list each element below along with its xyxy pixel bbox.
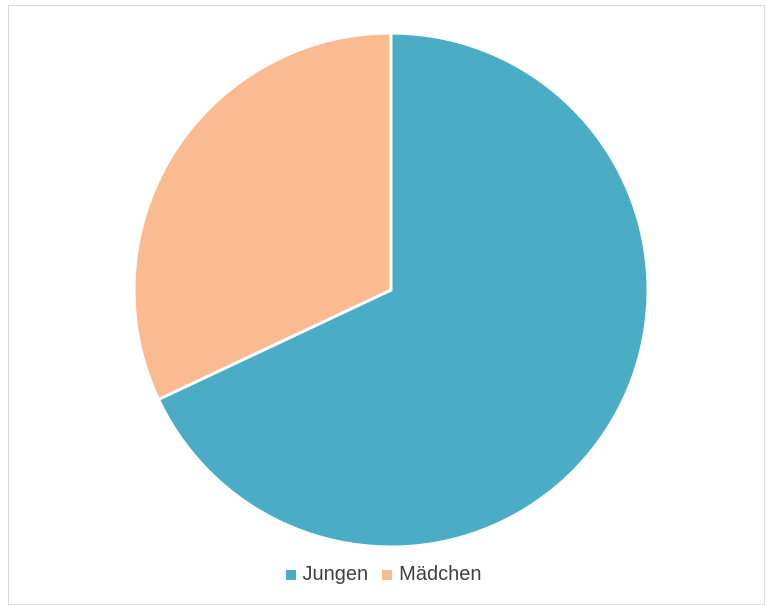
- pie-slice-jungen: [156, 31, 650, 549]
- legend-label-jungen: Jungen: [302, 563, 369, 585]
- legend-label-maedchen: Mädchen: [399, 563, 482, 585]
- legend-item-jungen: Jungen: [285, 563, 369, 586]
- pie-slice-m-dchen: [132, 31, 393, 401]
- legend-swatch-maedchen: [382, 569, 393, 580]
- legend: Jungen Mädchen: [0, 563, 767, 586]
- legend-swatch-jungen: [285, 569, 296, 580]
- legend-item-maedchen: Mädchen: [382, 563, 481, 586]
